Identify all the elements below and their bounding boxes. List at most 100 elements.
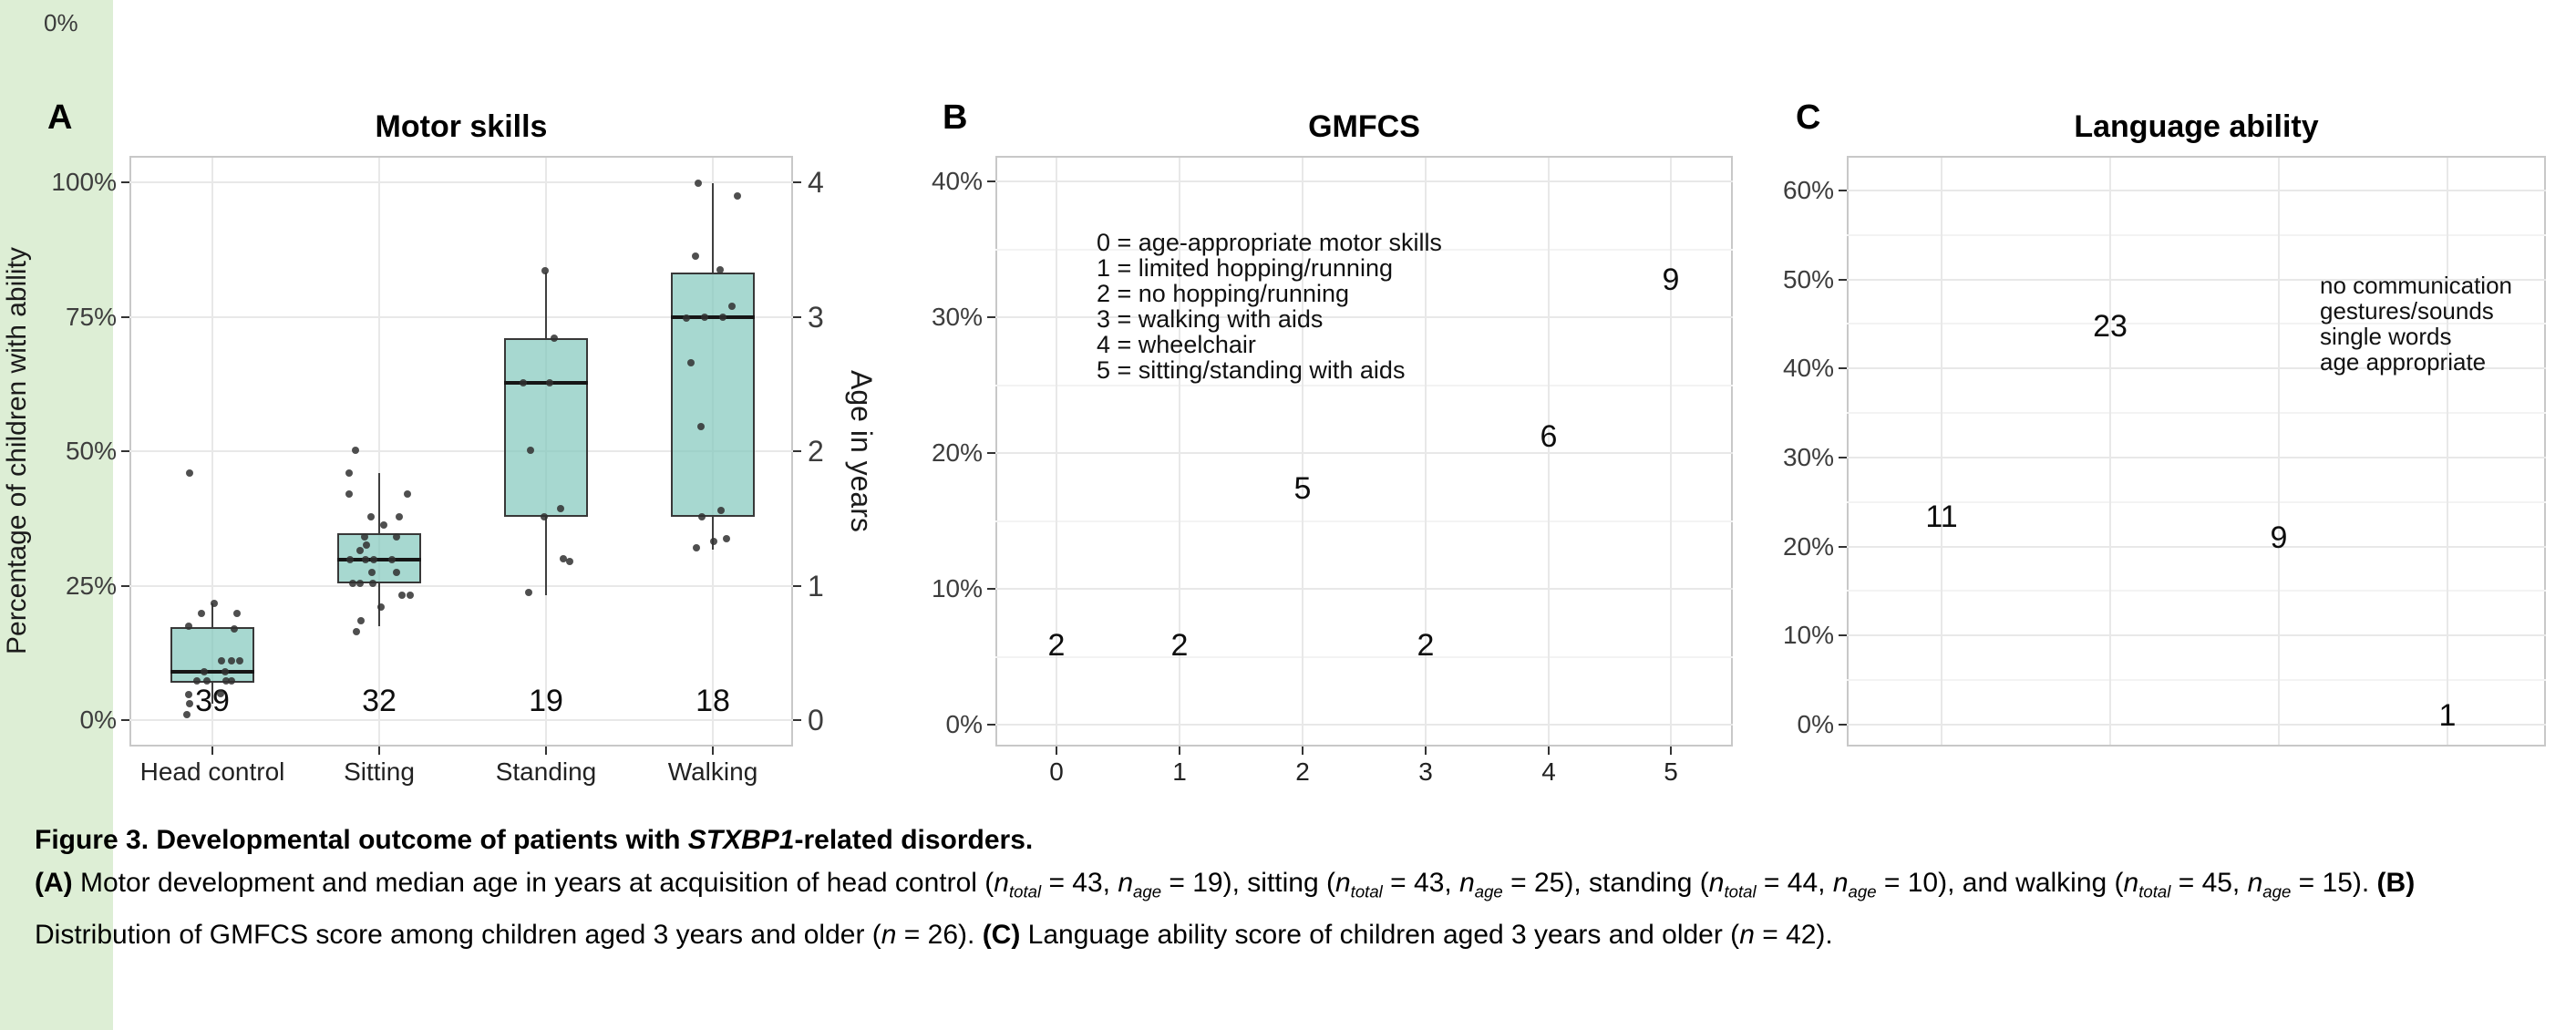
data-point: [193, 677, 201, 685]
data-point: [393, 533, 400, 541]
legend-label: 1 = limited hopping/running: [1097, 254, 1393, 282]
y2-tick-label: 0: [808, 704, 824, 736]
y-tick-label: 50%: [65, 437, 117, 465]
legend-label: 3 = walking with aids: [1097, 305, 1324, 333]
panel-label-c: C: [1796, 98, 1821, 137]
y-tick-mark: [987, 724, 995, 726]
y-tick-mark: [987, 180, 995, 182]
x-tick-label: 0: [1049, 757, 1064, 786]
caption-segment: n: [994, 868, 1009, 898]
bar-count-label: 2: [1170, 628, 1189, 664]
boxplot-whisker-upper: [378, 472, 380, 533]
y2-tick-mark: [793, 584, 801, 587]
bar-count-label: 32: [362, 684, 397, 718]
y-tick-mark: [121, 315, 129, 318]
data-point: [692, 252, 699, 261]
gridline-major: [129, 181, 793, 183]
x-tick-label: Walking: [667, 757, 758, 786]
data-point: [380, 521, 387, 530]
y-tick-mark: [1839, 724, 1847, 726]
bar-count-label: 11: [1925, 500, 1958, 535]
data-point: [362, 556, 369, 564]
y-tick-label: 25%: [65, 571, 117, 600]
y-tick-mark: [121, 584, 129, 587]
gridline-major: [1847, 634, 2546, 637]
bar-Sitting: [0, 488, 113, 889]
x-tick-label: Sitting: [344, 757, 415, 786]
panel-label-a: A: [47, 98, 73, 137]
boxplot-whisker-lower: [211, 682, 213, 705]
caption-segment: n: [1708, 868, 1725, 898]
x-tick-label: 5: [1664, 757, 1678, 786]
bar-count-label: 2: [1417, 628, 1435, 664]
data-point: [557, 505, 564, 513]
data-point: [228, 677, 235, 685]
x-tick-mark: [712, 747, 714, 755]
y-tick-label: 30%: [1782, 442, 1834, 471]
data-point: [396, 513, 403, 521]
data-point: [353, 627, 360, 635]
gridline-vertical: [1670, 158, 1672, 745]
gridline-major: [995, 316, 1733, 318]
data-point: [398, 591, 406, 599]
legend-label: 0 = age-appropriate motor skills: [1097, 229, 1442, 256]
y2-tick-mark: [793, 181, 801, 183]
data-point: [407, 591, 414, 599]
data-point: [716, 265, 724, 273]
caption-segment: total: [2138, 881, 2171, 901]
y-tick-label: 100%: [51, 168, 117, 196]
gridline-major: [995, 452, 1733, 454]
legend-label: single words: [2320, 323, 2452, 350]
y2-tick-label: 2: [808, 435, 824, 468]
x-tick-mark: [378, 747, 380, 755]
caption-segment: n: [881, 919, 897, 950]
data-point: [541, 267, 549, 275]
boxplot-median: [671, 314, 755, 319]
data-point: [370, 556, 377, 564]
x-tick-label: 4: [1541, 757, 1556, 786]
legend-label: 4 = wheelchair: [1097, 331, 1256, 358]
data-point: [695, 180, 702, 188]
data-point: [217, 689, 224, 697]
gridline-minor: [1847, 412, 2546, 415]
y2-tick-mark: [793, 719, 801, 721]
caption-segment: = 15).: [2291, 868, 2377, 898]
x-tick-mark: [1670, 747, 1672, 755]
data-point: [719, 313, 726, 321]
data-point: [345, 490, 353, 499]
gridline-major: [129, 719, 793, 721]
y-tick-mark: [987, 452, 995, 454]
data-point: [345, 469, 353, 477]
caption-segment: age: [1848, 881, 1877, 901]
caption-segment: = 42).: [1754, 919, 1833, 950]
caption-segment: STXBP1: [687, 825, 795, 855]
boxplot-box: [337, 532, 421, 583]
caption-body: (A) Motor development and median age in …: [35, 861, 2545, 956]
data-point: [693, 544, 700, 552]
caption-segment: total: [1724, 881, 1757, 901]
x-tick-label: Head control: [139, 757, 285, 786]
caption-segment: Language ability score of children aged …: [1020, 919, 1740, 950]
data-point: [560, 555, 567, 562]
gridline-major: [995, 724, 1733, 726]
data-point: [352, 446, 359, 454]
legend-label: gestures/sounds: [2320, 297, 2494, 324]
data-point: [525, 588, 532, 596]
gridline-vertical: [211, 158, 213, 745]
x-tick-label: 2: [1295, 757, 1310, 786]
data-point: [520, 378, 527, 386]
boxplot-box: [671, 272, 755, 518]
y-tick-label: 60%: [1782, 175, 1834, 204]
data-point: [349, 579, 356, 587]
y-tick-label: 0%: [1797, 710, 1834, 738]
y-axis-title-right: Age in years: [845, 370, 878, 532]
data-point: [687, 358, 695, 366]
data-point: [222, 677, 230, 685]
caption-segment: n: [2123, 868, 2139, 898]
bar-count-label: 9: [2270, 520, 2288, 556]
boxplot-box: [170, 627, 254, 683]
y-tick-mark: [121, 181, 129, 183]
x-tick-label: 3: [1418, 757, 1433, 786]
plot-area-b: [995, 156, 1733, 747]
